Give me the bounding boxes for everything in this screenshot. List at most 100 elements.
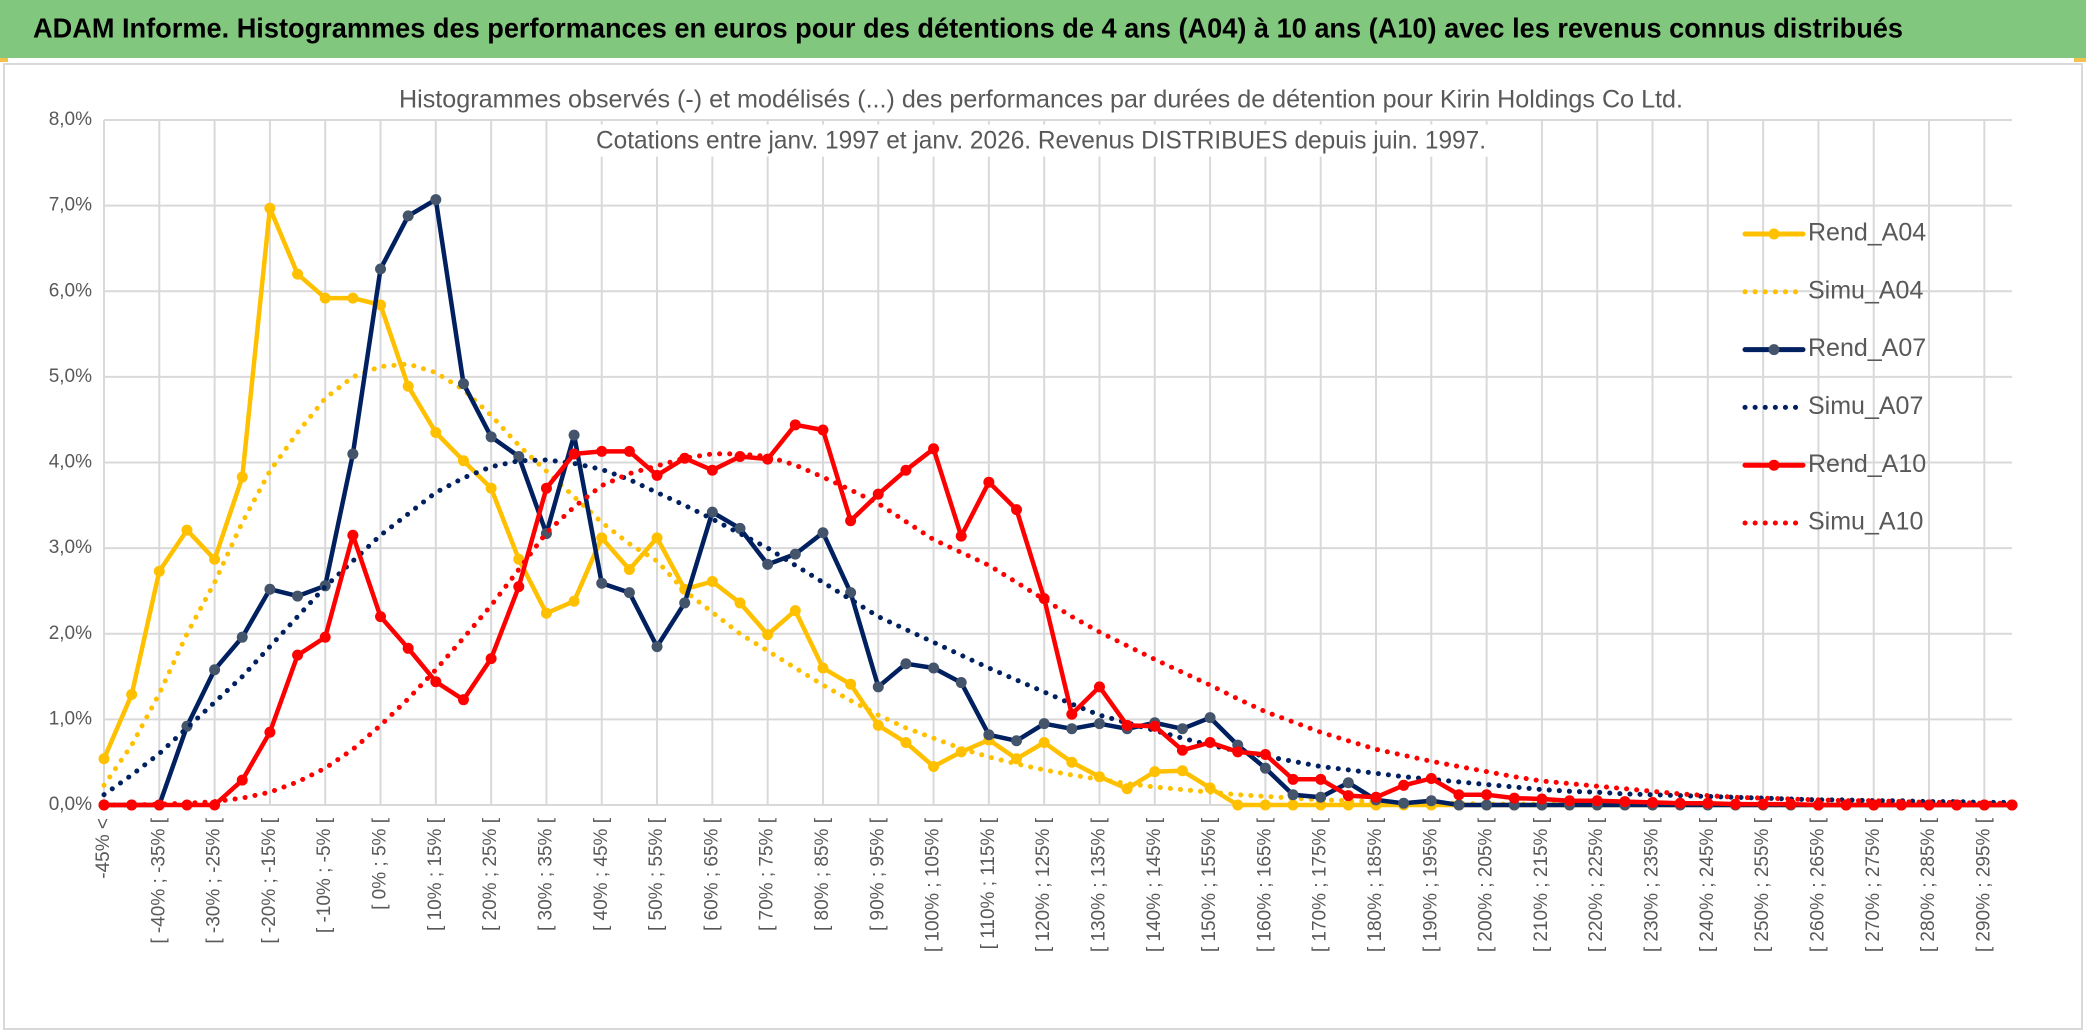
legend-label: Simu_A10 <box>1808 508 1923 536</box>
data-point <box>1425 772 1437 784</box>
data-point <box>1204 782 1216 794</box>
data-point <box>817 662 829 674</box>
data-point <box>955 677 967 689</box>
data-point <box>679 452 691 464</box>
header-band <box>0 0 2086 58</box>
x-tick-label: [ -40% ; -35% [ <box>148 817 169 943</box>
x-tick-label: [ 180% ; 185% [ <box>1365 817 1386 952</box>
data-point <box>679 597 691 609</box>
data-point <box>1066 708 1078 720</box>
x-tick-label: [ 50% ; 55% [ <box>646 817 667 931</box>
data-point <box>1287 773 1299 785</box>
corner <box>2074 58 2086 62</box>
data-point <box>568 448 580 460</box>
data-point <box>1204 736 1216 748</box>
data-point <box>1647 796 1659 808</box>
x-tick-label: [ -30% ; -25% [ <box>204 817 225 943</box>
data-point <box>402 642 414 654</box>
data-point <box>236 471 248 483</box>
x-tick-label: [ 20% ; 25% [ <box>480 817 501 931</box>
data-point <box>734 451 746 463</box>
data-point <box>596 445 608 457</box>
chart-subtitle: Cotations entre janv. 1997 et janv. 2026… <box>596 127 1486 155</box>
x-tick-label: -45% < <box>93 818 114 879</box>
x-tick-label: [ 30% ; 35% [ <box>535 817 556 931</box>
data-point <box>1868 799 1880 811</box>
x-tick-label: [ 60% ; 65% [ <box>701 817 722 931</box>
data-point <box>1619 796 1631 808</box>
data-point <box>126 689 138 701</box>
data-point <box>651 641 663 653</box>
data-point <box>98 753 110 765</box>
data-point <box>1315 773 1327 785</box>
data-point <box>485 431 497 443</box>
data-point <box>845 515 857 527</box>
data-point <box>347 448 359 460</box>
data-point <box>153 565 165 577</box>
data-point <box>375 263 387 275</box>
y-tick-label: 6,0% <box>49 280 92 301</box>
x-tick-label: [ 270% ; 275% [ <box>1863 817 1884 952</box>
data-point <box>1702 797 1714 809</box>
data-point <box>1176 744 1188 756</box>
data-point <box>1259 799 1271 811</box>
data-point <box>596 577 608 589</box>
data-point <box>872 488 884 500</box>
data-point <box>181 524 193 536</box>
data-point <box>900 464 912 476</box>
x-tick-label: [ 80% ; 85% [ <box>812 817 833 931</box>
data-point <box>1011 753 1023 765</box>
data-point <box>623 445 635 457</box>
data-point <box>457 378 469 390</box>
data-point <box>236 774 248 786</box>
x-tick-label: [ 160% ; 165% [ <box>1254 817 1275 952</box>
data-point <box>347 292 359 304</box>
observed-line <box>101 422 2015 808</box>
x-tick-label: [ 70% ; 75% [ <box>757 817 778 931</box>
data-point <box>1398 797 1410 809</box>
data-point <box>845 678 857 690</box>
x-tick-label: [ 210% ; 215% [ <box>1531 817 1552 952</box>
data-point <box>706 576 718 588</box>
data-point <box>734 597 746 609</box>
data-point <box>1011 735 1023 747</box>
data-point <box>457 694 469 706</box>
data-point <box>292 649 304 661</box>
data-point <box>1342 790 1354 802</box>
data-point <box>1923 799 1935 811</box>
data-point <box>1093 718 1105 730</box>
data-point <box>1093 681 1105 693</box>
data-point <box>872 719 884 731</box>
data-point <box>1232 746 1244 758</box>
data-point <box>872 681 884 693</box>
data-point <box>264 583 276 595</box>
data-point <box>789 548 801 560</box>
corner <box>0 58 8 62</box>
data-point <box>955 530 967 542</box>
data-point <box>1149 720 1161 732</box>
titles: Histogrammes observés (-) et modélisés (… <box>393 83 1689 157</box>
x-tick-label: [ 90% ; 95% [ <box>867 817 888 931</box>
chart-title: Histogrammes observés (-) et modélisés (… <box>399 86 1683 114</box>
data-point <box>817 424 829 436</box>
data-point <box>983 476 995 488</box>
header-title: ADAM Informe. Histogrammes des performan… <box>33 12 1903 43</box>
data-point <box>1287 799 1299 811</box>
data-point <box>457 455 469 467</box>
model-line <box>101 451 2015 808</box>
legend-label: Simu_A04 <box>1808 276 1923 304</box>
x-tick-label: [ 260% ; 265% [ <box>1807 817 1828 952</box>
data-point <box>1536 793 1548 805</box>
data-point <box>789 605 801 617</box>
data-point <box>706 506 718 518</box>
x-tick-label: [ 250% ; 255% [ <box>1752 817 1773 952</box>
y-tick-label: 0,0% <box>49 794 92 815</box>
y-tick-label: 3,0% <box>49 537 92 558</box>
legend-label: Rend_A07 <box>1808 334 1926 362</box>
data-point <box>1757 798 1769 810</box>
data-point <box>1259 748 1271 760</box>
grid <box>103 119 2012 806</box>
y-tick-label: 8,0% <box>49 109 92 130</box>
x-tick-label: [ 190% ; 195% [ <box>1420 817 1441 952</box>
